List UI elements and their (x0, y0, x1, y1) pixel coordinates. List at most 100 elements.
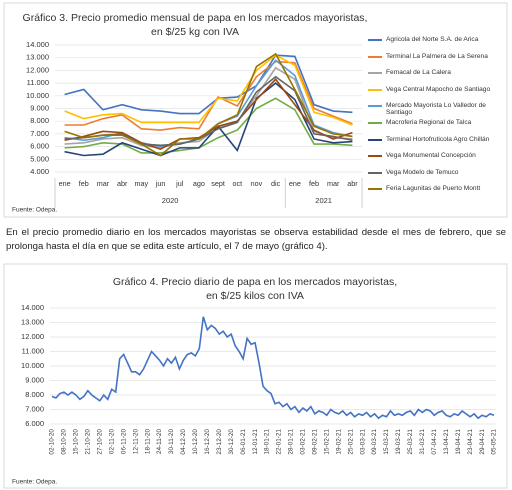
x-tick-label: oct (232, 179, 242, 188)
x-tick-label: may (135, 179, 149, 188)
x-tick-label: ago (193, 179, 205, 188)
legend-label: Vega Central Mapocho de Santiago (386, 85, 491, 93)
y-tick-label: 10.000 (21, 361, 44, 370)
x-tick-label: 25-03-21 (407, 429, 414, 455)
x-tick-label: 09-02-21 (312, 429, 319, 455)
x-tick-label: dic (271, 179, 281, 188)
x-group-label: 2021 (315, 196, 332, 205)
x-tick-label: 15-10-20 (73, 429, 80, 455)
chart-title: en $/25 kg con IVA (151, 26, 239, 38)
legend-entry: Terminal La Palmera de La Serena (368, 53, 508, 68)
x-tick-label: 18-11-20 (144, 429, 151, 455)
x-tick-label: mar (97, 179, 110, 188)
source-note: Fuente: Odepa. (12, 479, 57, 486)
x-tick-label: 03-02-21 (300, 429, 307, 455)
y-tick-label: 14.000 (21, 303, 44, 312)
x-group-label: 2020 (162, 196, 179, 205)
y-tick-label: 8.000 (25, 390, 44, 399)
x-tick-label: 12-11-20 (132, 429, 139, 455)
x-tick-label: nov (251, 179, 263, 188)
y-tick-label: 11.000 (22, 346, 44, 355)
x-tick-label: 05-05-21 (491, 429, 498, 455)
legend-entry: Vega Modelo de Temuco (368, 169, 508, 184)
x-tick-label: 16-12-20 (204, 429, 211, 455)
y-tick-label: 5.000 (30, 154, 49, 163)
legend-label: Terminal La Palmera de La Serena (386, 52, 488, 60)
x-tick-label: 22-01-21 (276, 429, 283, 455)
legend-entry: Femacal de La Calera (368, 69, 508, 84)
series-line (51, 316, 495, 420)
chart-title: Gráfico 4. Precio diario de papa en los … (113, 276, 397, 288)
legend-entry: Macroferia Regional de Talca (368, 119, 508, 134)
series-line (64, 54, 353, 115)
y-tick-label: 8.000 (30, 116, 49, 125)
y-tick-label: 6.000 (25, 419, 44, 428)
x-tick-label: jul (175, 179, 184, 188)
chart-title: en $/25 kilos con IVA (206, 290, 304, 302)
legend-swatch (368, 171, 382, 174)
legend-label: Mercado Mayorista Lo Valledor de Santiag… (386, 102, 486, 117)
legend-label: Femacal de La Calera (386, 69, 451, 77)
legend-entry: Mercado Mayorista Lo Valledor de Santiag… (368, 102, 508, 117)
legend-swatch (368, 72, 382, 75)
legend-swatch (368, 138, 382, 141)
x-tick-label: 28-01-21 (288, 429, 295, 455)
legend-swatch (368, 55, 382, 58)
y-tick-label: 4.000 (30, 167, 49, 176)
x-tick-label: abr (117, 179, 128, 188)
legend: Agricola del Norte S.A. de Arica Terminal… (368, 36, 508, 200)
x-tick-label: 07-04-21 (431, 429, 438, 455)
y-tick-label: 9.000 (30, 103, 49, 112)
legend-swatch (368, 39, 382, 41)
x-tick-label: 25-02-21 (347, 429, 354, 455)
x-tick-label: 23-12-20 (216, 429, 223, 455)
x-tick-label: 02-11-20 (108, 429, 115, 455)
series-line (64, 54, 353, 126)
x-tick-label: jun (155, 179, 166, 188)
legend-swatch (368, 105, 382, 108)
x-tick-label: 30-11-20 (168, 429, 175, 455)
x-tick-label: 03-03-21 (359, 429, 366, 455)
x-tick-label: 29-04-21 (479, 429, 486, 455)
legend-label: Terminal Hortofruticola Agro Chillán (386, 135, 490, 143)
chart-frame (3, 263, 508, 489)
y-tick-label: 13.000 (26, 53, 49, 62)
legend-label: Vega Monumental Concepción (386, 152, 476, 160)
x-tick-label: sept (211, 179, 225, 188)
x-tick-label: 13-04-21 (443, 429, 450, 455)
y-tick-label: 9.000 (25, 375, 44, 384)
y-tick-label: 6.000 (30, 142, 49, 151)
series-line (64, 60, 353, 131)
y-tick-label: 14.000 (26, 40, 49, 49)
chart-title: Gráfico 3. Precio promedio mensual de pa… (23, 12, 368, 24)
legend-entry: Terminal Hortofruticola Agro Chillán (368, 136, 508, 151)
x-tick-label: 19-04-21 (455, 429, 462, 455)
y-tick-label: 12.000 (26, 65, 49, 74)
x-tick-label: 15-03-21 (383, 429, 390, 455)
x-tick-label: 04-12-20 (180, 429, 187, 455)
legend-swatch (368, 88, 382, 91)
x-tick-label: 19-03-21 (395, 429, 402, 455)
legend-label: Vega Modelo de Temuco (386, 168, 459, 176)
x-tick-label: 19-02-21 (335, 429, 342, 455)
legend-swatch (368, 188, 382, 191)
paragraph: En el precio promedio diario en los merc… (6, 227, 506, 252)
y-tick-label: 10.000 (26, 91, 49, 100)
y-tick-label: 7.000 (30, 129, 49, 138)
y-tick-label: 7.000 (25, 404, 44, 413)
x-tick-label: 08-10-20 (61, 429, 68, 455)
legend-entry: Vega Central Mapocho de Santiago (368, 86, 508, 101)
x-tick-label: 15-02-21 (323, 429, 330, 455)
y-tick-label: 11.000 (27, 78, 49, 87)
x-tick-label: ene (289, 179, 301, 188)
x-tick-label: 31-03-21 (419, 429, 426, 455)
y-tick-label: 13.000 (21, 317, 44, 326)
legend-swatch (368, 155, 382, 158)
y-tick-label: 12.000 (21, 332, 44, 341)
legend-entry: Vega Monumental Concepción (368, 152, 508, 167)
x-tick-label: mar (327, 179, 340, 188)
source-note: Fuente: Odepa. (12, 207, 57, 214)
x-tick-label: 09-03-21 (371, 429, 378, 455)
